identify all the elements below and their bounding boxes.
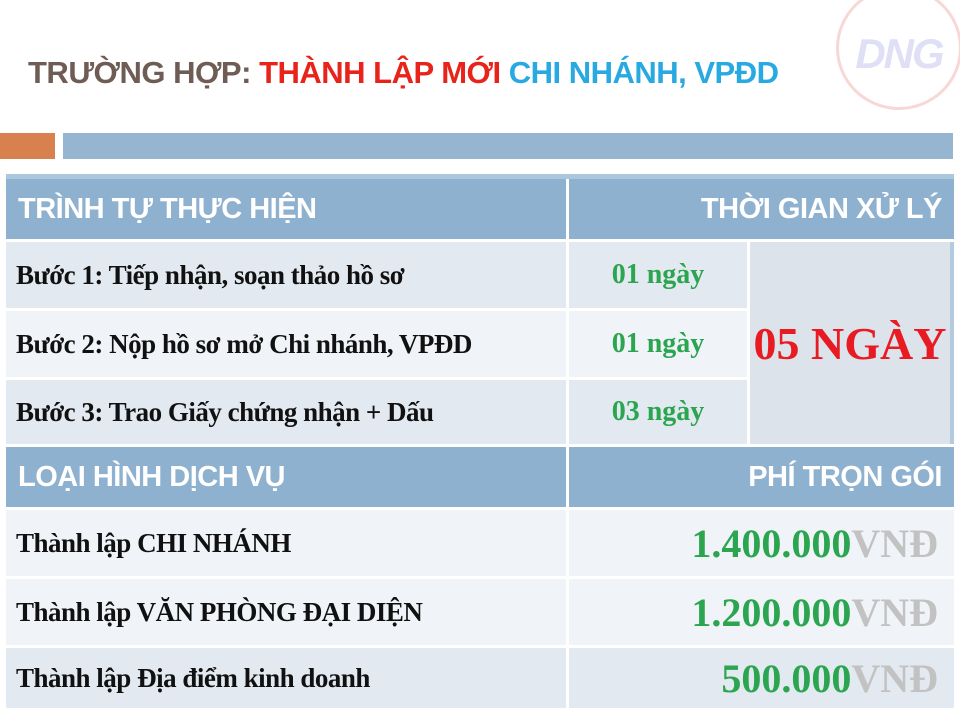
fee-2-amount: 1.200.000 [691,589,852,635]
step-3-label: Bước 3: Trao Giấy chứng nhận + Dấu [6,380,566,444]
logo-text: DNG [855,30,944,77]
fee-3-price: 500.000 VNĐ [569,648,954,708]
fee-header-col1: LOẠI HÌNH DỊCH VỤ [6,447,566,507]
title-suffix: CHI NHÁNH, VPĐD [508,55,779,90]
fee-2-service: Thành lập VĂN PHÒNG ĐẠI DIỆN [6,579,566,645]
fee-header-col2: PHÍ TRỌN GÓI [569,447,954,507]
step-3-duration: 03 ngày [569,380,747,444]
total-duration: 05 NGÀY [750,242,954,444]
title-prefix: TRƯỜNG HỢP: [28,55,251,90]
dng-logo: DNG [836,0,960,110]
step-2-duration: 01 ngày [569,311,747,377]
step-1-duration: 01 ngày [569,242,747,308]
fee-3-amount: 500.000 [721,655,852,701]
orange-accent-bar [0,133,55,159]
process-header-col2: THỜI GIAN XỬ LÝ [569,179,954,239]
step-2-label: Bước 2: Nộp hồ sơ mở Chi nhánh, VPĐD [6,311,566,377]
fee-1-currency: VNĐ [851,520,938,566]
fee-2-currency: VNĐ [851,589,938,635]
step-1-label: Bước 1: Tiếp nhận, soạn thảo hồ sơ [6,242,566,308]
fee-1-amount: 1.400.000 [691,520,852,566]
fee-3-currency: VNĐ [851,655,938,701]
title-emphasis: THÀNH LẬP MỚI [259,55,501,90]
table-top-border [6,174,954,179]
page-title: TRƯỜNG HỢP: THÀNH LẬP MỚI CHI NHÁNH, VPĐ… [28,55,779,91]
process-header-col1: TRÌNH TỰ THỰC HIỆN [6,179,566,239]
fee-1-price: 1.400.000 VNĐ [569,510,954,576]
blue-accent-bar [63,133,953,159]
pricing-table: TRÌNH TỰ THỰC HIỆN THỜI GIAN XỬ LÝ Bước … [6,179,954,708]
fee-3-service: Thành lập Địa điểm kinh doanh [6,648,566,708]
fee-2-price: 1.200.000 VNĐ [569,579,954,645]
fee-1-service: Thành lập CHI NHÁNH [6,510,566,576]
